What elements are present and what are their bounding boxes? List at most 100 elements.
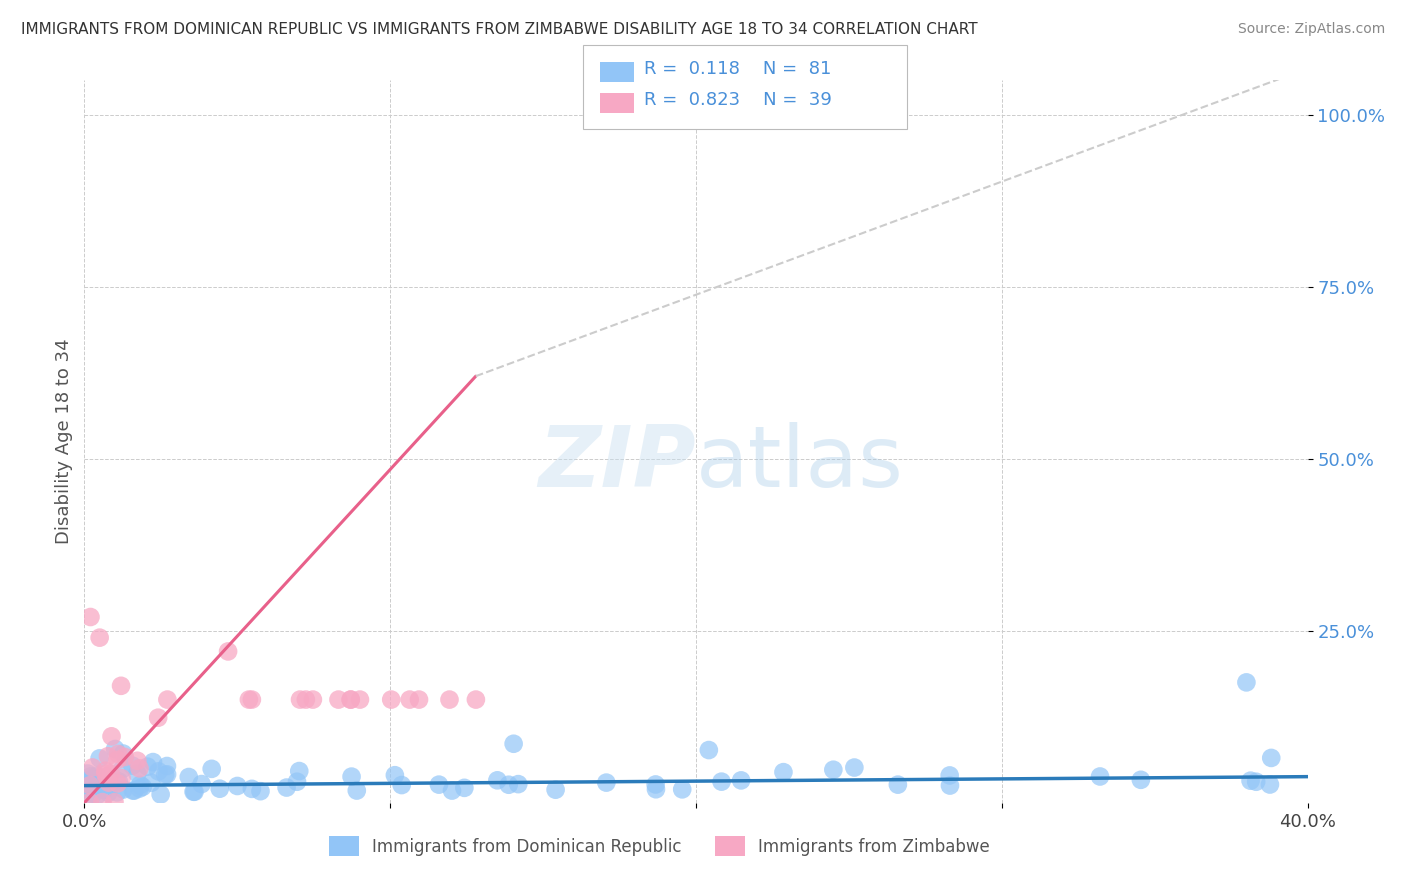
Point bbox=[76, 774, 98, 789]
Point bbox=[288, 692, 311, 706]
Point bbox=[710, 774, 733, 789]
Point bbox=[486, 773, 509, 788]
Point bbox=[94, 776, 117, 790]
Point bbox=[340, 770, 363, 784]
Point bbox=[384, 768, 406, 782]
Point bbox=[1236, 675, 1258, 690]
Point bbox=[156, 767, 179, 781]
Point bbox=[148, 764, 170, 779]
Text: atlas: atlas bbox=[696, 422, 904, 505]
Point bbox=[93, 783, 115, 797]
Point bbox=[79, 795, 101, 809]
Point bbox=[285, 774, 308, 789]
Point bbox=[103, 795, 125, 809]
Point bbox=[439, 692, 461, 706]
Point bbox=[111, 771, 134, 785]
Text: R =  0.823    N =  39: R = 0.823 N = 39 bbox=[644, 91, 832, 109]
Point bbox=[156, 692, 179, 706]
Point bbox=[240, 781, 263, 796]
Point bbox=[440, 783, 463, 797]
Point bbox=[464, 692, 486, 706]
Point bbox=[149, 788, 172, 802]
Point bbox=[939, 779, 962, 793]
Point bbox=[177, 770, 200, 784]
Point bbox=[82, 760, 104, 774]
Point bbox=[100, 767, 122, 781]
Point bbox=[127, 754, 149, 768]
Point bbox=[346, 783, 368, 797]
Point bbox=[328, 692, 350, 706]
Point bbox=[238, 692, 260, 706]
Point bbox=[96, 770, 118, 784]
Point bbox=[110, 679, 132, 693]
Point bbox=[240, 692, 263, 706]
Point bbox=[112, 782, 135, 797]
Point bbox=[121, 758, 143, 772]
Point bbox=[77, 779, 100, 793]
Point bbox=[730, 773, 752, 788]
Point bbox=[671, 782, 693, 797]
Point bbox=[97, 786, 120, 800]
Point bbox=[339, 692, 361, 706]
Point bbox=[183, 785, 205, 799]
Point bbox=[86, 769, 108, 783]
Point bbox=[129, 778, 152, 792]
Point bbox=[183, 785, 205, 799]
Point bbox=[453, 780, 475, 795]
Point bbox=[1260, 751, 1282, 765]
Point bbox=[104, 742, 127, 756]
Point bbox=[79, 769, 101, 783]
Point bbox=[302, 692, 325, 706]
Point bbox=[90, 779, 112, 793]
Point bbox=[79, 610, 101, 624]
Point bbox=[288, 764, 311, 778]
Point bbox=[97, 775, 120, 789]
Point bbox=[508, 777, 530, 791]
Point bbox=[349, 692, 371, 706]
Point bbox=[498, 778, 520, 792]
Point bbox=[208, 781, 231, 796]
Point bbox=[128, 761, 150, 775]
Point bbox=[79, 788, 101, 802]
Point bbox=[131, 780, 153, 794]
Point bbox=[89, 631, 111, 645]
Point bbox=[823, 763, 845, 777]
Point bbox=[86, 788, 108, 802]
Point bbox=[76, 766, 98, 780]
Point bbox=[1244, 774, 1267, 789]
Point bbox=[217, 644, 239, 658]
Point bbox=[391, 778, 413, 792]
Point bbox=[844, 760, 866, 774]
Point bbox=[128, 781, 150, 796]
Point bbox=[111, 762, 134, 776]
Point bbox=[427, 778, 450, 792]
Point bbox=[112, 747, 135, 761]
Point bbox=[98, 779, 121, 793]
Point bbox=[1088, 769, 1111, 783]
Y-axis label: Disability Age 18 to 34: Disability Age 18 to 34 bbox=[55, 339, 73, 544]
Point bbox=[697, 743, 720, 757]
Point bbox=[645, 782, 668, 797]
Legend: Immigrants from Dominican Republic, Immigrants from Zimbabwe: Immigrants from Dominican Republic, Immi… bbox=[322, 830, 997, 863]
Point bbox=[156, 759, 179, 773]
Point bbox=[97, 749, 120, 764]
Point bbox=[141, 775, 163, 789]
Point bbox=[114, 750, 136, 764]
Point bbox=[295, 692, 318, 706]
Point bbox=[398, 692, 420, 706]
Point bbox=[339, 692, 361, 706]
Point bbox=[121, 783, 143, 797]
Point bbox=[544, 782, 567, 797]
Point bbox=[94, 767, 117, 781]
Text: ZIP: ZIP bbox=[538, 422, 696, 505]
Point bbox=[595, 775, 617, 789]
Point bbox=[107, 753, 129, 767]
Text: Source: ZipAtlas.com: Source: ZipAtlas.com bbox=[1237, 22, 1385, 37]
Point bbox=[89, 751, 111, 765]
Point bbox=[380, 692, 402, 706]
Point bbox=[887, 778, 910, 792]
Point bbox=[1129, 772, 1152, 787]
Point bbox=[276, 780, 298, 795]
Point bbox=[644, 777, 666, 791]
Point bbox=[938, 768, 960, 782]
